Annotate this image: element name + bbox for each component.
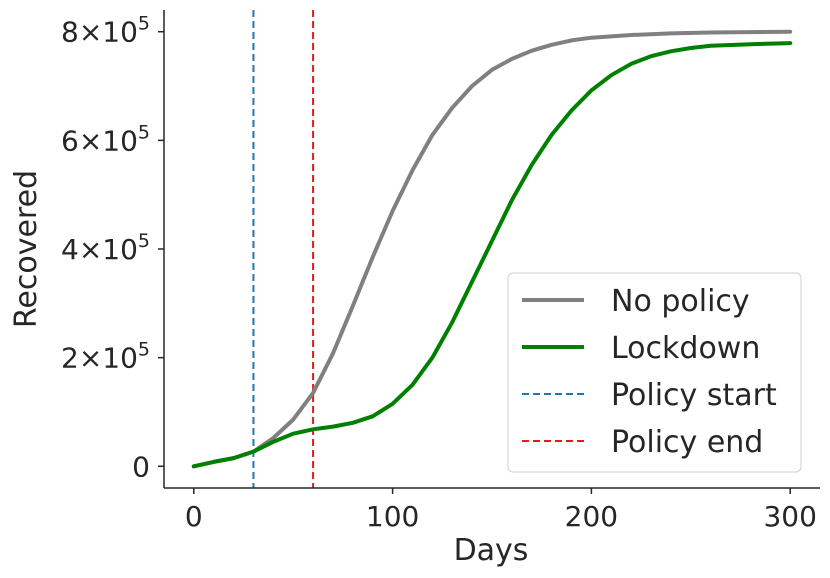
x-tick-label: 200 (565, 500, 618, 533)
series-line-lockdown (191, 41, 793, 469)
legend: No policy Lockdown Policy start Policy end (507, 272, 802, 473)
x-ticks: 0 100 200 300 (185, 488, 817, 533)
series-line-no-policy (191, 29, 793, 469)
y-tick-label: 4×105 (61, 230, 150, 266)
legend-frame (507, 272, 802, 473)
legend-entries: No policy Lockdown Policy start Policy end (522, 284, 777, 460)
y-tick-label: 2×105 (61, 339, 150, 375)
y-tick-label: 0 (132, 450, 150, 483)
y-tick-label: 6×105 (61, 121, 150, 157)
legend-label-policy-start: Policy start (611, 378, 777, 413)
legend-label-no-policy: No policy (611, 284, 750, 319)
y-tick-label: 8×105 (61, 13, 150, 49)
x-axis-title: Days (454, 533, 529, 568)
legend-label-policy-end: Policy end (611, 425, 763, 460)
x-tick-label: 300 (763, 500, 816, 533)
x-tick-label: 0 (185, 500, 203, 533)
y-axis-title: Recovered (9, 170, 44, 328)
y-ticks: 0 2×105 4×105 6×105 8×105 (61, 13, 164, 483)
plot-lines (191, 10, 793, 488)
legend-label-lockdown: Lockdown (611, 331, 760, 366)
x-tick-label: 100 (366, 500, 419, 533)
